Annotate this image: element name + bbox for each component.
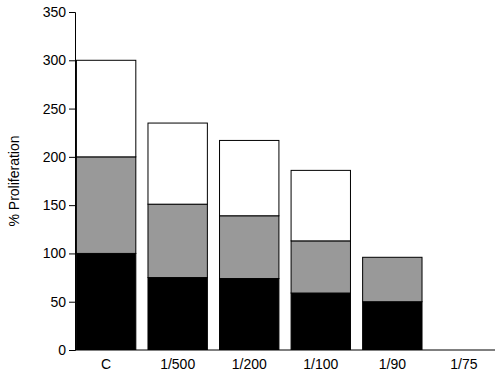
bar-segment	[76, 60, 135, 157]
y-tick-mark	[69, 157, 75, 158]
x-tick: 1/75	[450, 356, 477, 372]
bar-segment	[363, 302, 422, 350]
x-tick-label: 1/200	[232, 356, 267, 372]
bar-segment	[76, 253, 135, 350]
y-axis-title: % Proliferation	[6, 135, 22, 226]
y-tick-mark	[69, 302, 75, 303]
y-tick: 150	[43, 197, 75, 213]
chart: 0 50 100 150 200 250 300 350 C 1/500 1/200 1/100 1/9…	[0, 0, 500, 383]
x-tick-label: 1/75	[450, 356, 477, 372]
x-tick-label: 1/500	[160, 356, 195, 372]
bar-segment	[291, 170, 350, 240]
y-tick-label: 0	[58, 342, 66, 358]
y-tick: 300	[43, 52, 75, 68]
y-tick-label: 50	[50, 294, 66, 310]
x-tick-label: 1/90	[379, 356, 406, 372]
y-tick-mark	[69, 350, 75, 351]
y-tick: 0	[58, 342, 75, 358]
y-tick-label: 200	[43, 149, 67, 165]
y-tick-mark	[69, 60, 75, 61]
x-axis: C 1/500 1/200 1/100 1/90 1/75	[75, 350, 495, 372]
bar-segment	[148, 123, 207, 204]
y-tick: 100	[43, 245, 75, 261]
y-tick-label: 250	[43, 101, 67, 117]
bar-segment	[363, 257, 422, 258]
x-tick-label: C	[101, 356, 111, 372]
y-tick: 350	[43, 4, 75, 20]
x-tick-label: 1/100	[303, 356, 338, 372]
bar-segment	[291, 293, 350, 350]
bar-segment	[148, 204, 207, 277]
bar-segment	[220, 216, 279, 279]
y-tick-label: 300	[43, 52, 67, 68]
y-tick-mark	[69, 253, 75, 254]
bar-segment	[363, 257, 422, 301]
bars	[76, 60, 422, 350]
y-tick-label: 350	[43, 4, 67, 20]
bar-segment	[291, 241, 350, 293]
x-tick: 1/100	[303, 356, 338, 372]
x-tick: 1/200	[232, 356, 267, 372]
x-axis-line	[75, 350, 495, 351]
y-tick-mark	[69, 12, 75, 13]
bar-segment	[220, 279, 279, 350]
y-tick: 200	[43, 149, 75, 165]
y-tick-label: 100	[43, 245, 67, 261]
y-tick-mark	[69, 109, 75, 110]
y-tick-label: 150	[43, 197, 67, 213]
bar-segment	[220, 140, 279, 215]
y-tick: 50	[50, 294, 75, 310]
y-tick-mark	[69, 205, 75, 206]
bar-segment	[148, 278, 207, 350]
y-tick: 250	[43, 101, 75, 117]
x-tick: 1/500	[160, 356, 195, 372]
x-tick: 1/90	[379, 356, 406, 372]
y-axis: 0 50 100 150 200 250 300 350	[43, 4, 76, 358]
bar-segment	[76, 157, 135, 254]
y-axis-line	[69, 13, 76, 351]
x-tick: C	[101, 356, 111, 372]
